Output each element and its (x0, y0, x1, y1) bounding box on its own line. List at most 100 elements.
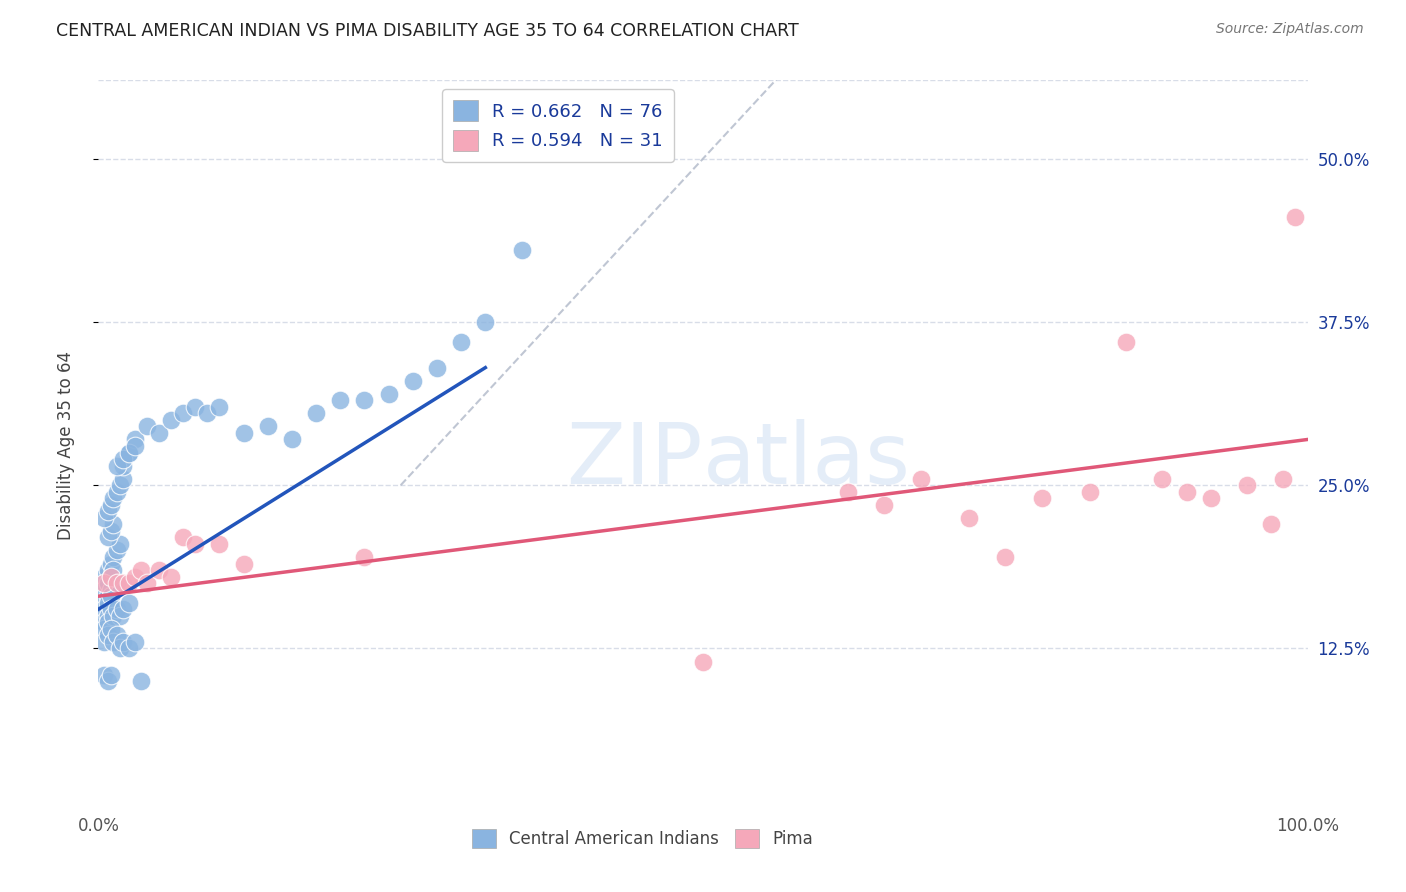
Point (426, 360, 449, 375)
Point (100, 498, 122, 512)
Point (195, 406, 218, 420)
Point (97, 563, 120, 577)
Point (100, 602, 122, 616)
Point (97, 576, 120, 591)
Point (256, 419, 278, 434)
Point (93, 622, 115, 636)
Point (93, 667, 115, 681)
Point (692, 655, 714, 669)
Point (129, 674, 152, 689)
Point (101, 491, 124, 506)
Text: CENTRAL AMERICAN INDIAN VS PIMA DISABILITY AGE 35 TO 64 CORRELATION CHART: CENTRAL AMERICAN INDIAN VS PIMA DISABILI… (56, 22, 799, 40)
Point (118, 596, 141, 610)
Point (100, 557, 122, 571)
Point (1272, 472, 1295, 486)
Point (329, 393, 352, 408)
Text: atlas: atlas (703, 419, 911, 502)
Point (101, 608, 124, 623)
Point (172, 406, 194, 420)
Point (105, 602, 128, 616)
Point (93, 511, 115, 525)
Point (111, 602, 134, 616)
Point (208, 537, 231, 551)
Point (93, 635, 115, 649)
Point (160, 413, 183, 427)
Text: ZIP: ZIP (567, 419, 703, 502)
Point (450, 334, 472, 349)
Point (100, 622, 122, 636)
Point (837, 484, 859, 499)
Point (111, 452, 134, 467)
Point (118, 641, 141, 656)
Point (97, 674, 120, 689)
Point (101, 635, 124, 649)
Point (353, 393, 375, 408)
Point (135, 576, 157, 591)
Legend: Central American Indians, Pima: Central American Indians, Pima (465, 822, 820, 855)
Point (1152, 472, 1174, 486)
Y-axis label: Disability Age 35 to 64: Disability Age 35 to 64 (56, 351, 75, 541)
Point (108, 537, 131, 551)
Point (135, 419, 157, 434)
Point (105, 543, 128, 558)
Point (93, 602, 115, 616)
Point (377, 386, 399, 401)
Point (129, 563, 152, 577)
Point (105, 576, 128, 591)
Point (305, 406, 328, 420)
Point (97, 504, 120, 518)
Point (101, 517, 124, 532)
Point (1031, 491, 1053, 506)
Point (105, 628, 128, 642)
Point (100, 667, 122, 681)
Point (232, 557, 254, 571)
Point (232, 425, 254, 440)
Point (124, 433, 146, 447)
Point (108, 608, 131, 623)
Point (118, 445, 141, 459)
Point (1236, 478, 1258, 492)
Point (100, 589, 122, 603)
Point (1260, 517, 1282, 532)
Point (1078, 484, 1101, 499)
Point (111, 472, 134, 486)
Point (101, 549, 124, 564)
Point (124, 635, 146, 649)
Point (111, 635, 134, 649)
Point (93, 576, 115, 591)
Point (100, 582, 122, 597)
Point (474, 315, 496, 329)
Point (124, 439, 146, 453)
Text: Source: ZipAtlas.com: Source: ZipAtlas.com (1216, 22, 1364, 37)
Point (105, 576, 128, 591)
Point (184, 400, 207, 414)
Point (208, 400, 231, 414)
Point (172, 530, 194, 544)
Point (97, 589, 120, 603)
Point (100, 569, 122, 583)
Point (111, 458, 134, 473)
Point (97, 628, 120, 642)
Point (100, 524, 122, 538)
Point (97, 608, 120, 623)
Point (93, 596, 115, 610)
Point (148, 563, 170, 577)
Point (101, 563, 124, 577)
Point (1284, 211, 1306, 225)
Point (93, 582, 115, 597)
Point (1199, 491, 1222, 506)
Point (93, 615, 115, 630)
Point (910, 472, 932, 486)
Point (118, 576, 141, 591)
Point (957, 511, 980, 525)
Point (160, 569, 183, 583)
Point (97, 615, 120, 630)
Point (873, 498, 896, 512)
Point (97, 530, 120, 544)
Point (105, 484, 128, 499)
Point (994, 549, 1017, 564)
Point (105, 458, 128, 473)
Point (148, 425, 170, 440)
Point (1115, 334, 1137, 349)
Point (100, 569, 122, 583)
